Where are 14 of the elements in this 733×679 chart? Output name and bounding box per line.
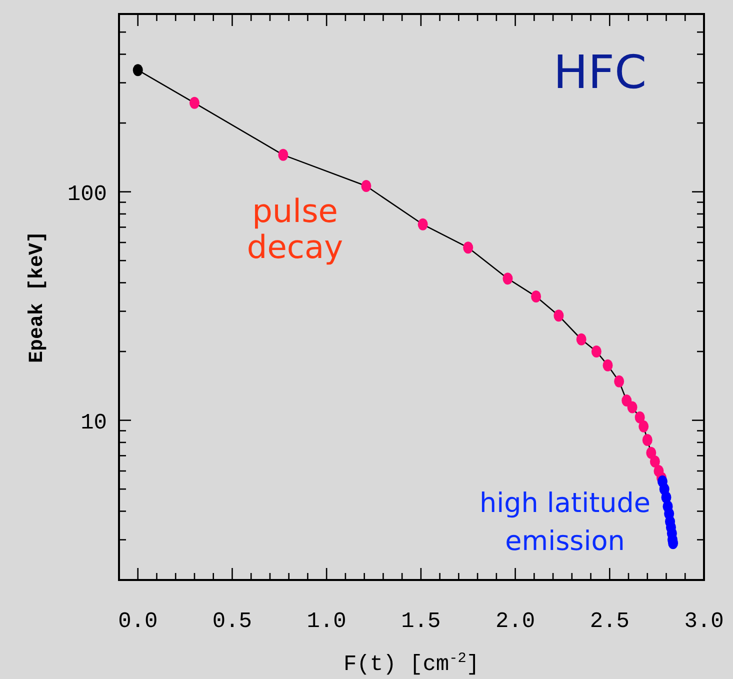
annotation: high latitude emission: [479, 488, 651, 557]
y-tick-label: 10: [80, 410, 107, 436]
annotation: pulse decay: [246, 192, 344, 266]
x-tick-label: 2.5: [590, 609, 630, 634]
y-axis-title: Epeak [keV]: [26, 230, 49, 364]
x-tick-label: 0.5: [212, 609, 252, 634]
x-tick-label: 2.0: [495, 609, 536, 634]
x-tick-label: 1.0: [306, 609, 346, 634]
x-tick-label: 0.0: [118, 609, 158, 634]
text: HFC: [553, 45, 647, 99]
x-tick-label: 1.5: [401, 609, 441, 634]
y-tick-label: 100: [67, 182, 107, 207]
x-tick-label: 3.0: [684, 609, 724, 634]
x-axis-title: F(t) [cm$^{-2}$]: [344, 651, 480, 677]
